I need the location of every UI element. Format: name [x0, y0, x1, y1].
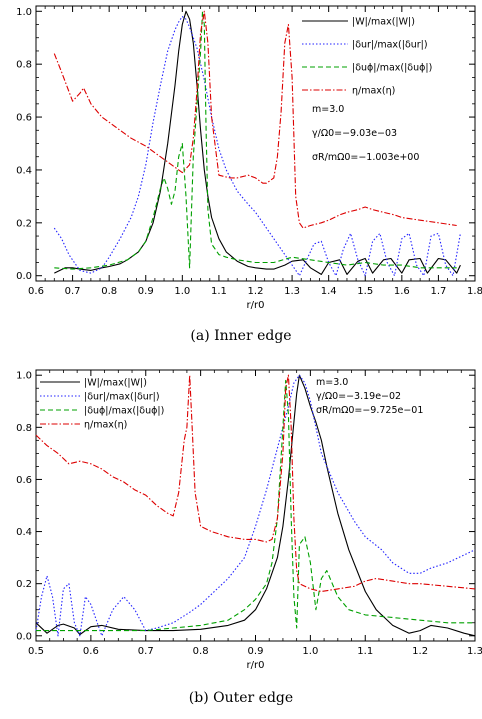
y-tick-label: 1.0	[16, 371, 32, 382]
series-line-2	[54, 10, 457, 270]
legend-entry-0: |W|/max(|W|)	[84, 378, 147, 389]
x-tick-label: 0.7	[138, 646, 154, 657]
series-line-0	[54, 10, 461, 275]
chart-outer-edge: 0.5 0.6 0.7 0.8 0.9 1.0 1.1 1.2 1.3 0.0 0.2 0.4 0.6 0…	[16, 369, 482, 671]
series-line-0	[35, 374, 476, 637]
x-tick-label: 1.0	[174, 286, 190, 297]
y-tick-label: 0.4	[16, 165, 32, 176]
x-tick-label: 1.7	[430, 286, 446, 297]
x-tick-label: 0.7	[65, 286, 81, 297]
y-tick-label: 0.4	[16, 527, 32, 538]
panel-inner-edge: 0.6 0.7 0.8 0.9 1.0 1.1 1.2 1.3 1.4 1.5 1.6 1.7 1.8 0…	[16, 5, 482, 344]
x-tick-label: 1.8	[467, 286, 482, 297]
y-tick-label: 0.8	[16, 423, 32, 434]
legend-entry-3: η/max(η)	[352, 86, 395, 97]
annotation-2: σR/mΩ0=−1.003e+00	[312, 152, 419, 163]
series-line-1	[35, 374, 476, 637]
x-tick-label: 0.6	[28, 286, 44, 297]
y-tick-label: 0.2	[16, 579, 32, 590]
legend-entry-2: |δuϕ|/max(|δuϕ|)	[352, 63, 432, 74]
x-tick-label: 1.2	[412, 646, 428, 657]
y-tick-label: 0.0	[16, 631, 32, 642]
x-tick-label: 0.5	[28, 646, 44, 657]
caption-outer-edge: (b) Outer edge	[188, 690, 294, 706]
annotation-0: m=3.0	[312, 104, 344, 115]
series-line-1	[53, 16, 461, 277]
x-tick-label: 1.0	[302, 646, 318, 657]
x-axis-label: r/r0	[247, 660, 265, 671]
x-tick-label: 1.1	[357, 646, 373, 657]
series-line-3	[53, 10, 457, 229]
series-line-2	[36, 379, 475, 632]
x-tick-label: 0.8	[193, 646, 209, 657]
annotation-2: σR/mΩ0=−9.725e−01	[316, 405, 423, 416]
x-tick-label: 1.3	[284, 286, 300, 297]
x-tick-label: 1.3	[467, 646, 482, 657]
annotation-1: γ/Ω0=−9.03e−03	[312, 128, 397, 139]
y-tick-label: 0.2	[16, 218, 32, 229]
y-tick-label: 1.0	[16, 7, 32, 18]
x-tick-label: 0.9	[248, 646, 264, 657]
chart-inner-edge: 0.6 0.7 0.8 0.9 1.0 1.1 1.2 1.3 1.4 1.5 1.6 1.7 1.8 0…	[16, 5, 482, 311]
y-tick-label: 0.6	[16, 113, 32, 124]
x-tick-label: 1.5	[357, 286, 373, 297]
legend-entry-1: |δur|/max(|δur|)	[352, 40, 428, 51]
x-tick-label: 0.6	[83, 646, 99, 657]
x-tick-label: 0.8	[101, 286, 117, 297]
x-tick-label: 1.1	[211, 286, 227, 297]
y-tick-label: 0.8	[16, 60, 32, 71]
x-tick-label: 1.2	[248, 286, 264, 297]
legend-entry-1: |δur|/max(|δur|)	[84, 392, 160, 403]
annotation-0: m=3.0	[316, 377, 348, 388]
annotation-1: γ/Ω0=−3.19e−02	[316, 391, 401, 402]
legend-entry-2: |δuϕ|/max(|δuϕ|)	[84, 406, 164, 417]
x-axis-label: r/r0	[247, 300, 265, 311]
caption-inner-edge: (a) Inner edge	[190, 328, 292, 344]
x-tick-label: 0.9	[138, 286, 154, 297]
y-tick-label: 0.6	[16, 475, 32, 486]
y-tick-label: 0.0	[16, 271, 32, 282]
series-line-3	[35, 374, 476, 593]
legend-entry-0: |W|/max(|W|)	[352, 17, 415, 28]
x-tick-label: 1.4	[321, 286, 337, 297]
legend-entry-3: η/max(η)	[84, 420, 127, 431]
panel-outer-edge: 0.5 0.6 0.7 0.8 0.9 1.0 1.1 1.2 1.3 0.0 0.2 0.4 0.6 0…	[0, 360, 482, 719]
x-tick-label: 1.6	[394, 286, 410, 297]
